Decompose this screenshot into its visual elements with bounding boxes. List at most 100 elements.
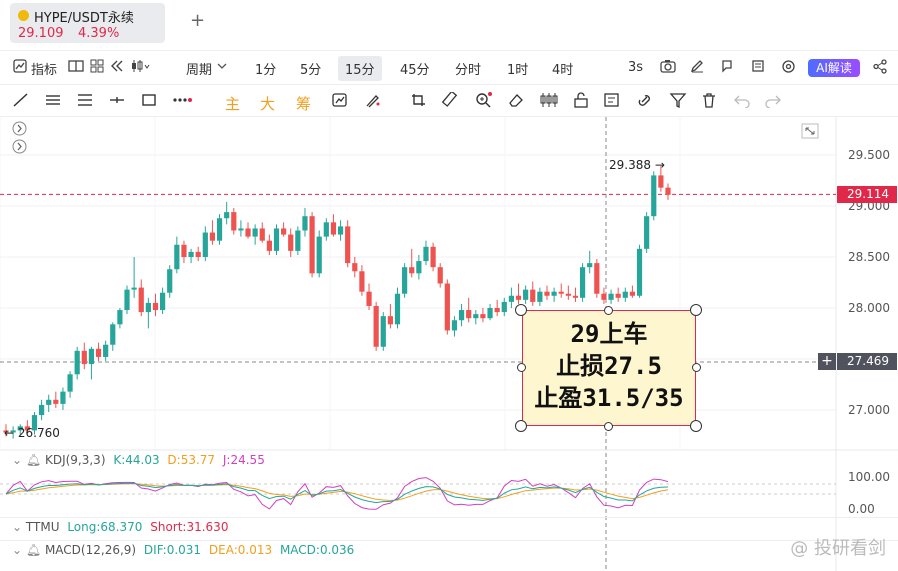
candle-type-icon[interactable]	[130, 59, 150, 73]
candle-body	[565, 293, 571, 296]
redo-icon[interactable]	[764, 92, 782, 108]
timeframe-4h[interactable]: 4时	[552, 63, 574, 78]
candle	[366, 283, 372, 311]
main-force-button[interactable]: 主	[225, 95, 241, 113]
y-tick-label: 28.000	[848, 301, 890, 315]
horizontal-line-icon[interactable]	[108, 92, 126, 108]
candle	[81, 342, 87, 370]
macd-label: MACD(12,26,9)	[44, 543, 137, 557]
candle-body	[665, 187, 671, 195]
candle-body	[651, 175, 657, 217]
candle	[572, 287, 579, 302]
add-alert-icon[interactable]: +	[818, 353, 836, 370]
maximize-icon[interactable]	[801, 123, 819, 139]
resize-handle[interactable]	[690, 304, 702, 316]
more-tools-icon[interactable]	[172, 92, 194, 108]
candle-body	[124, 289, 130, 311]
indicators-button[interactable]: 指标	[31, 63, 58, 78]
grid-icon[interactable]	[90, 59, 104, 73]
undo-icon[interactable]	[733, 92, 751, 108]
indicator-icon[interactable]	[13, 59, 27, 73]
timeframe-15m[interactable]: 15分	[338, 56, 382, 81]
trade-note[interactable]: 29上车 止损27.5 止盈31.5/35	[522, 310, 696, 426]
timeframe-5m[interactable]: 5分	[300, 63, 322, 78]
candle	[658, 166, 664, 192]
settings-icon[interactable]	[781, 59, 796, 74]
magnet-crop-icon[interactable]	[410, 92, 428, 108]
layout-icon[interactable]	[68, 59, 84, 73]
bell-icon[interactable]: 🔔︎	[25, 453, 42, 467]
candle	[330, 214, 337, 237]
symbol-name: HYPE/USDT永续	[34, 11, 134, 26]
bell-icon[interactable]: 🔔︎	[25, 543, 42, 557]
resize-handle[interactable]	[690, 420, 702, 432]
collapse-icon[interactable]: ⌄	[12, 543, 23, 557]
share-icon[interactable]	[873, 59, 888, 74]
parallel-lines-icon[interactable]	[44, 92, 62, 108]
ruler-icon[interactable]	[442, 92, 460, 108]
rectangle-icon[interactable]	[140, 92, 158, 108]
macd-dea: DEA:0.013	[208, 543, 273, 557]
trash-icon[interactable]	[700, 92, 718, 108]
template-icon[interactable]	[603, 92, 621, 108]
fib-icon[interactable]	[76, 92, 94, 108]
candle	[629, 285, 636, 298]
resize-handle[interactable]	[604, 422, 613, 431]
expand-icon[interactable]	[12, 121, 27, 136]
big-order-button[interactable]: 大	[260, 95, 276, 113]
period-dropdown[interactable]: 周期	[186, 63, 213, 78]
candle	[480, 308, 486, 323]
chip-button[interactable]: 筹	[296, 95, 312, 113]
candle	[323, 218, 329, 241]
candle	[508, 287, 514, 308]
candle-pattern-icon[interactable]	[539, 92, 559, 108]
resize-handle[interactable]	[517, 363, 526, 372]
candle	[394, 287, 401, 329]
candle	[195, 246, 201, 262]
timeframe-1m[interactable]: 1分	[255, 63, 277, 78]
collapse-icon[interactable]: ⌄	[12, 453, 23, 467]
candle	[458, 303, 465, 327]
timeframe-45m[interactable]: 45分	[400, 63, 430, 78]
brush-icon[interactable]	[364, 92, 382, 108]
resize-handle[interactable]	[515, 304, 527, 316]
collapse-icon[interactable]: ⌄	[12, 520, 23, 534]
candle	[245, 222, 251, 239]
resize-handle[interactable]	[515, 420, 527, 432]
resize-handle[interactable]	[604, 306, 613, 315]
candle-body	[266, 240, 272, 251]
lock-icon[interactable]	[572, 92, 590, 108]
camera-icon[interactable]	[660, 59, 676, 73]
candle-body	[60, 391, 66, 404]
resize-handle[interactable]	[692, 363, 701, 372]
refresh-interval[interactable]: 3s	[628, 60, 644, 75]
zoom-in-icon[interactable]	[475, 92, 493, 108]
candle-body	[288, 234, 294, 251]
link-icon[interactable]	[636, 92, 654, 108]
ai-analysis-button[interactable]: AI解读	[808, 59, 860, 77]
candlestick-chart[interactable]	[0, 117, 898, 571]
add-tab-icon[interactable]: +	[190, 10, 206, 31]
ttmu-header: ⌄ TTMU Long:68.370 Short:31.630	[12, 520, 228, 534]
filter-icon[interactable]	[669, 92, 687, 108]
eraser-icon[interactable]	[507, 92, 525, 108]
candle	[95, 342, 102, 362]
candle-body	[281, 228, 287, 235]
candle-body	[17, 426, 23, 431]
symbol-tab[interactable]: HYPE/USDT永续 29.109 4.39%	[10, 3, 165, 43]
candle	[167, 265, 173, 298]
candle-body	[466, 310, 472, 319]
share-screen-icon[interactable]	[720, 59, 734, 73]
replay-icon[interactable]	[110, 59, 124, 73]
expand-icon[interactable]	[12, 139, 27, 154]
candle-body	[366, 291, 372, 306]
candle-body	[138, 287, 144, 313]
timeframe-1h[interactable]: 1时	[507, 63, 529, 78]
edit-icon[interactable]	[690, 59, 704, 73]
timeframe-time[interactable]: 分时	[455, 63, 482, 78]
candle	[88, 346, 95, 380]
fullscreen-icon[interactable]	[751, 59, 765, 73]
trendline-icon[interactable]	[12, 92, 30, 108]
candle-body	[231, 212, 237, 231]
auto-draw-icon[interactable]	[331, 92, 349, 108]
